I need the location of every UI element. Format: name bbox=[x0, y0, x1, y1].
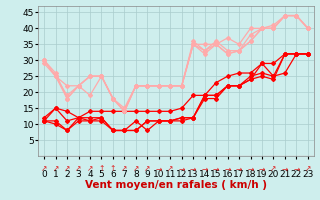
Text: ↑: ↑ bbox=[98, 164, 105, 173]
Text: ↗: ↗ bbox=[87, 164, 93, 173]
Text: →: → bbox=[224, 164, 231, 173]
Text: ↗: ↗ bbox=[52, 164, 59, 173]
Text: ↗: ↗ bbox=[133, 164, 139, 173]
X-axis label: Vent moyen/en rafales ( km/h ): Vent moyen/en rafales ( km/h ) bbox=[85, 180, 267, 190]
Text: →: → bbox=[156, 164, 162, 173]
Text: →: → bbox=[236, 164, 242, 173]
Text: ↗: ↗ bbox=[64, 164, 70, 173]
Text: →: → bbox=[282, 164, 288, 173]
Text: →: → bbox=[247, 164, 254, 173]
Text: →: → bbox=[213, 164, 219, 173]
Text: ↗: ↗ bbox=[305, 164, 311, 173]
Text: →: → bbox=[202, 164, 208, 173]
Text: ↑: ↑ bbox=[110, 164, 116, 173]
Text: ↗: ↗ bbox=[270, 164, 277, 173]
Text: ↗: ↗ bbox=[144, 164, 150, 173]
Text: ↗: ↗ bbox=[121, 164, 128, 173]
Text: →: → bbox=[259, 164, 265, 173]
Text: ↗: ↗ bbox=[75, 164, 82, 173]
Text: →: → bbox=[190, 164, 196, 173]
Text: ↗: ↗ bbox=[167, 164, 173, 173]
Text: →: → bbox=[293, 164, 300, 173]
Text: →: → bbox=[179, 164, 185, 173]
Text: ↗: ↗ bbox=[41, 164, 47, 173]
